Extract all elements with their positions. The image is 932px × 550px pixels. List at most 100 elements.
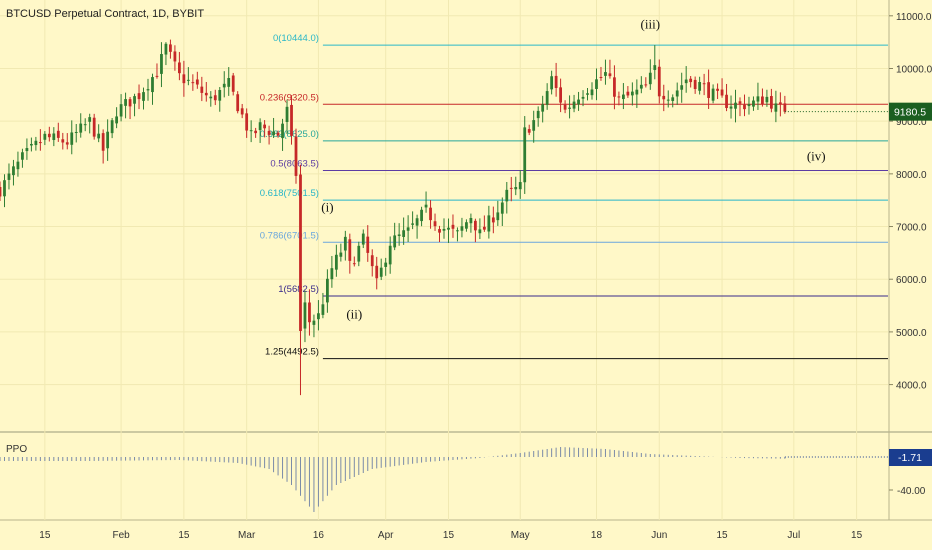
candle-body — [761, 96, 764, 105]
candle-body — [236, 94, 240, 112]
candle-body — [146, 89, 150, 91]
candle-body — [110, 120, 114, 134]
candle-body — [384, 262, 388, 267]
candle-body — [662, 95, 666, 100]
candle-body — [689, 78, 693, 83]
candle-body — [500, 202, 504, 214]
candle-body — [666, 99, 670, 101]
candle-body — [684, 79, 688, 84]
price-axis-label: 4000.0 — [896, 381, 927, 392]
candle-body — [626, 91, 630, 96]
time-axis-label: Mar — [238, 530, 256, 541]
candle-body — [451, 224, 455, 229]
candle-body — [169, 44, 172, 52]
candle-body — [370, 255, 374, 267]
candle-body — [294, 136, 298, 176]
candle-body — [622, 94, 625, 100]
candle-body — [639, 84, 643, 89]
time-axis-label: 15 — [443, 530, 455, 541]
candle-body — [465, 222, 468, 229]
candle-body — [716, 88, 719, 91]
time-axis-label: Apr — [378, 530, 394, 541]
candle-body — [25, 148, 29, 152]
candle-body — [21, 152, 24, 160]
candle-body — [249, 130, 253, 132]
candle-body — [43, 133, 47, 140]
candle-body — [770, 96, 773, 109]
candle-body — [0, 186, 2, 197]
candle-body — [339, 252, 343, 257]
candle-body — [474, 220, 477, 231]
candle-body — [164, 43, 168, 55]
candle-body — [258, 122, 262, 131]
candle-body — [765, 96, 769, 103]
ppo-axis-label: -40.00 — [897, 486, 926, 497]
candle-body — [406, 227, 410, 231]
candle-body — [151, 77, 154, 93]
candle-body — [285, 106, 289, 123]
candle-body — [442, 228, 446, 231]
candle-body — [514, 187, 518, 190]
price-axis-label: 10000.0 — [896, 64, 932, 75]
candle-body — [245, 113, 249, 131]
candle-body — [173, 51, 177, 62]
candle-body — [702, 83, 706, 85]
candle-body — [101, 133, 105, 151]
price-axis-label: 6000.0 — [896, 275, 927, 286]
candle-body — [420, 209, 423, 222]
candle-body — [106, 131, 110, 149]
candle-body — [657, 66, 661, 97]
candle-body — [119, 104, 123, 117]
candle-body — [509, 187, 513, 189]
candle-body — [693, 79, 697, 89]
candle-body — [527, 129, 531, 133]
candle-body — [756, 96, 760, 102]
candle-body — [563, 104, 567, 110]
candle-body — [604, 72, 607, 76]
candle-body — [550, 76, 554, 90]
candle-body — [707, 82, 710, 98]
candle-body — [720, 89, 724, 96]
fib-level-label: 0(10444.0) — [273, 33, 319, 44]
fib-level-label: 0.382(8625.0) — [260, 129, 319, 140]
candle-body — [12, 166, 15, 176]
candle-body — [303, 302, 307, 329]
candle-body — [227, 78, 231, 87]
time-axis-label: 15 — [851, 530, 863, 541]
candle-body — [725, 94, 728, 109]
time-axis-label: May — [511, 530, 530, 541]
candle-body — [438, 229, 441, 233]
candle-body — [729, 106, 733, 109]
candle-body — [738, 101, 742, 104]
candle-body — [698, 82, 702, 91]
candle-body — [348, 239, 352, 261]
price-axis-label: 8000.0 — [896, 170, 927, 181]
candle-body — [375, 265, 379, 279]
candle-body — [231, 75, 235, 92]
candle-body — [334, 254, 338, 270]
candle-body — [317, 313, 320, 320]
candle-body — [56, 130, 60, 138]
candle-body — [213, 95, 217, 101]
candle-body — [487, 215, 491, 232]
candle-body — [388, 245, 392, 265]
candle-body — [30, 143, 33, 146]
candle-body — [92, 117, 96, 137]
candle-body — [178, 62, 181, 74]
candle-body — [778, 102, 782, 105]
time-axis-label: Jun — [651, 530, 667, 541]
candle-body — [644, 84, 648, 86]
time-axis-label: Jul — [787, 530, 800, 541]
candle-body — [559, 87, 562, 103]
candle-body — [429, 207, 432, 221]
time-axis-label: 16 — [313, 530, 325, 541]
time-axis-label: 15 — [39, 530, 51, 541]
last-price-label: 9180.5 — [894, 107, 926, 119]
candle-body — [415, 218, 419, 226]
candle-body — [595, 79, 598, 89]
candle-body — [267, 130, 271, 135]
candle-body — [518, 182, 522, 190]
candle-body — [272, 131, 275, 136]
